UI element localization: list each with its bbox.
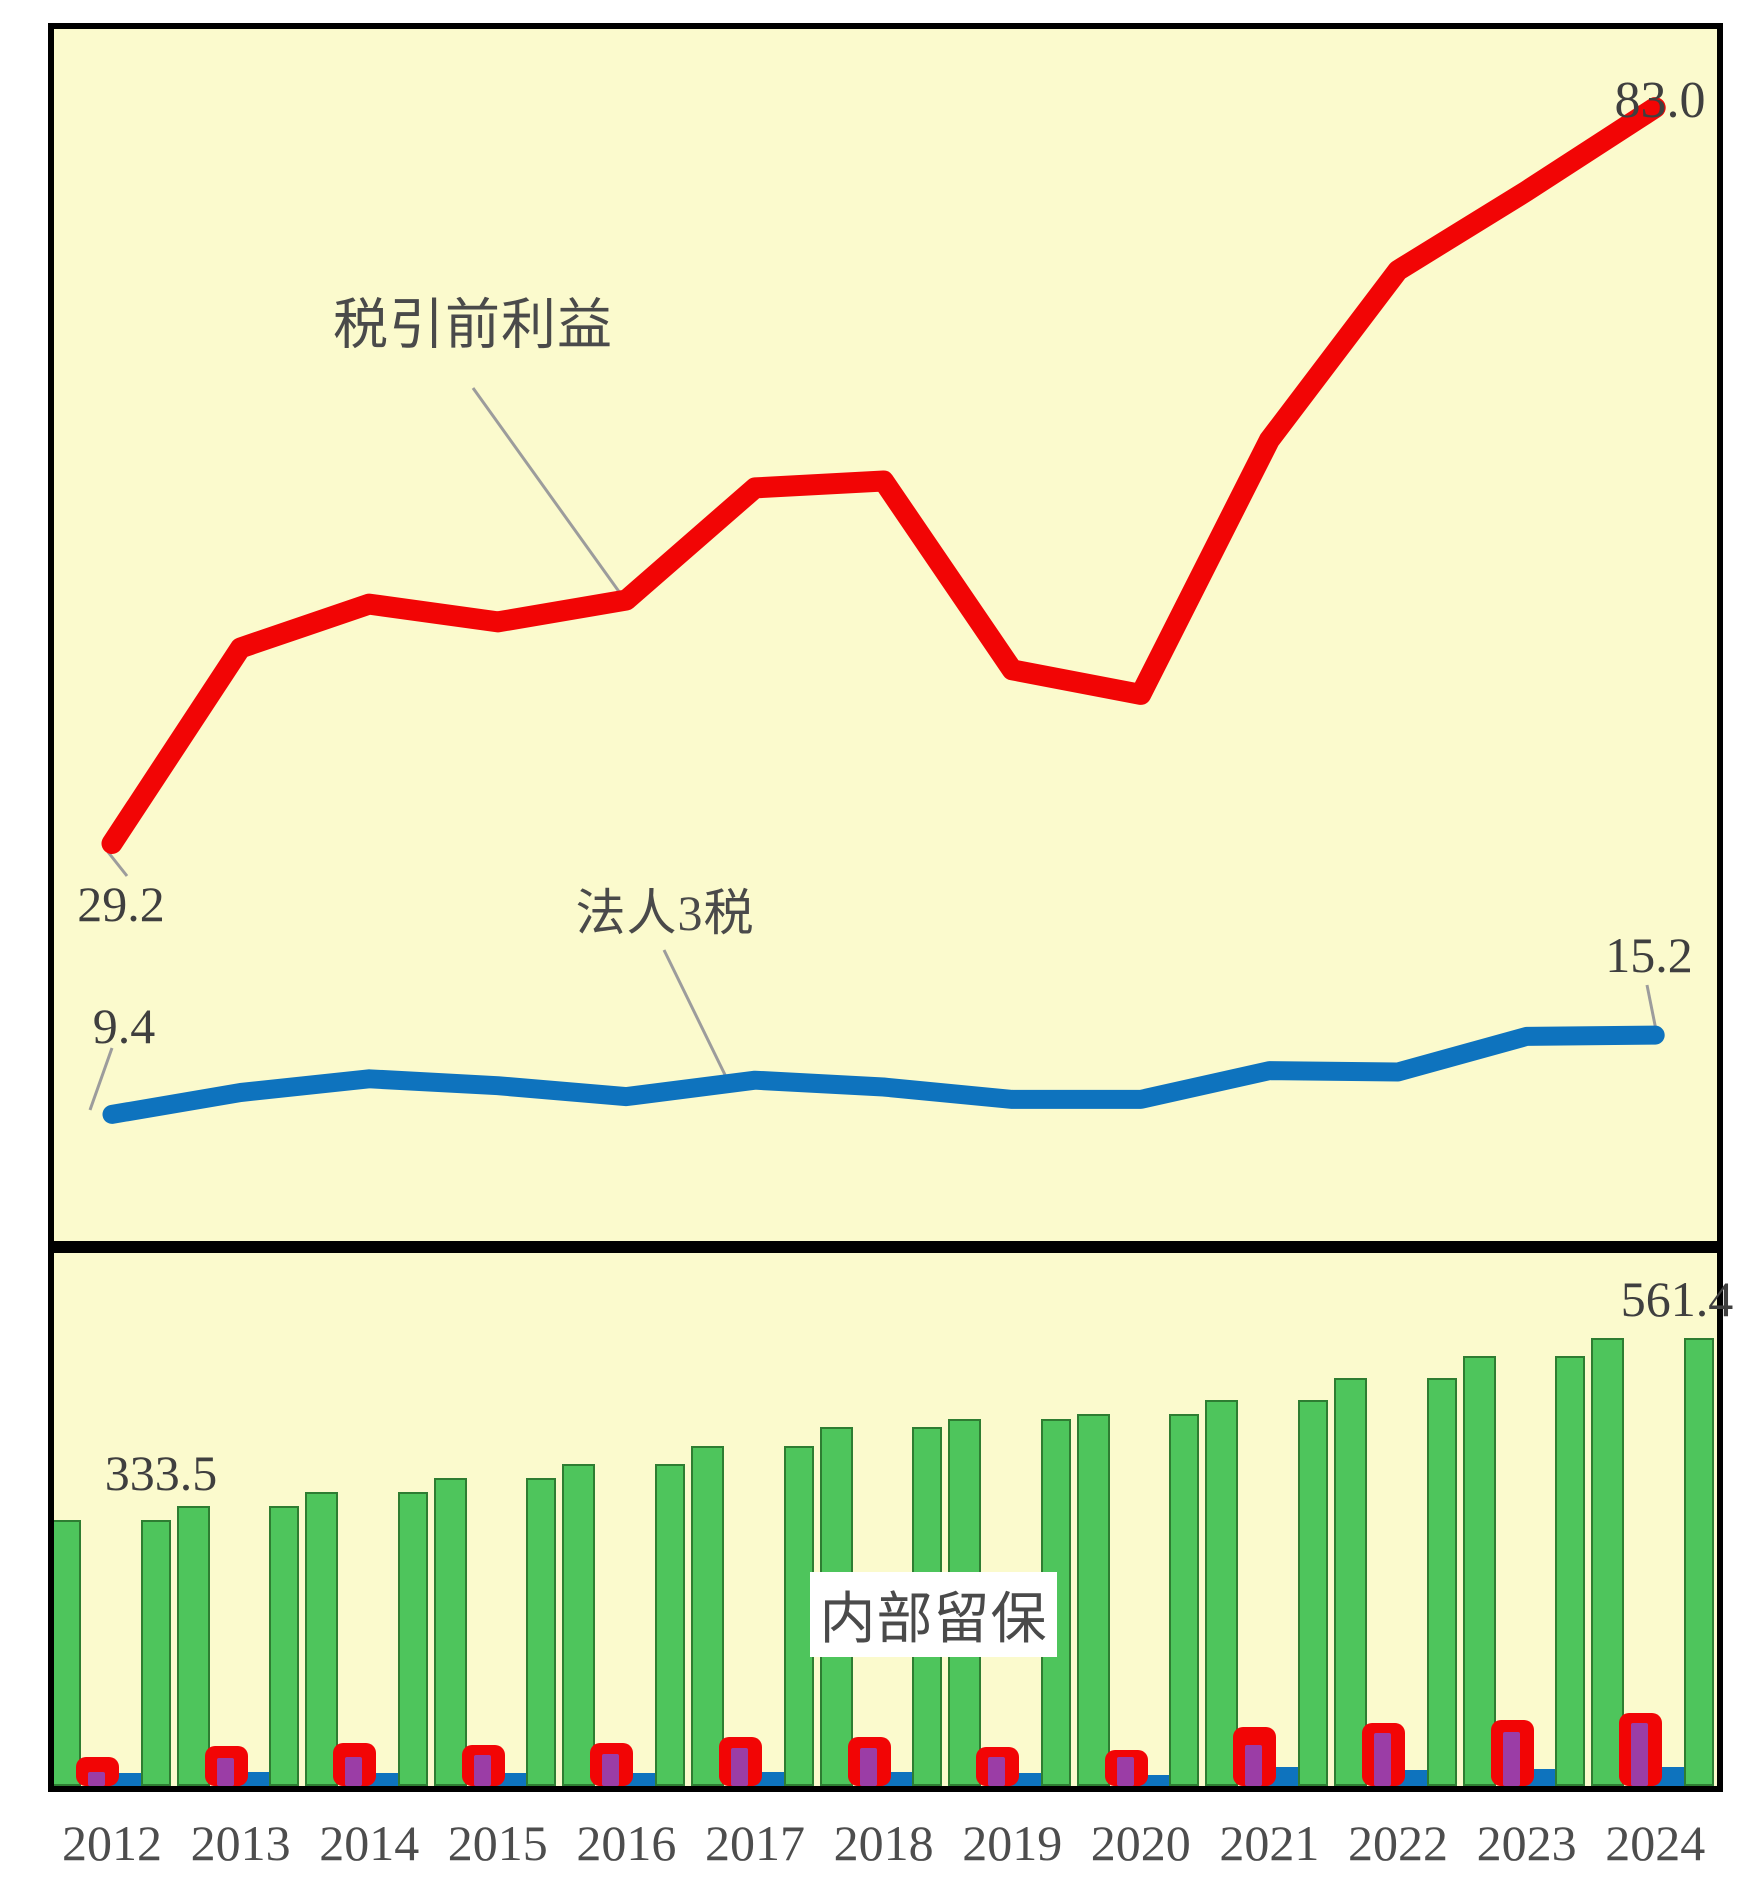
internal-reserves-legend-label: 内部留保 — [819, 1589, 1048, 1651]
taxes-2012-value-label: 9.4 — [92, 998, 156, 1054]
x-axis-year-label: 2020 — [1090, 1815, 1191, 1871]
internal-reserves-bar-prev — [1169, 1414, 1199, 1786]
pretax-2024-value-label: 83.0 — [1614, 72, 1706, 129]
purple-mini-bar — [1374, 1733, 1391, 1786]
purple-mini-bar — [1245, 1745, 1262, 1786]
x-axis-year-label: 2016 — [576, 1815, 677, 1871]
x-axis-year-label: 2012 — [62, 1815, 162, 1871]
internal-reserves-bar — [54, 1520, 81, 1786]
internal-reserves-bar-trailing — [1684, 1338, 1714, 1786]
line-chart-panel — [48, 23, 1723, 1247]
x-axis-year-label: 2024 — [1605, 1815, 1706, 1871]
x-axis-year-label: 2017 — [705, 1815, 805, 1871]
purple-mini-bar — [731, 1748, 748, 1786]
x-axis-year-label: 2014 — [319, 1815, 420, 1871]
x-axis-year-label: 2022 — [1348, 1815, 1448, 1871]
internal-reserves-bar — [1205, 1400, 1238, 1786]
pretax-profit-series-label: 税引前利益 — [332, 294, 614, 356]
purple-mini-bar — [1117, 1757, 1134, 1786]
pretax-2012-value-label: 29.2 — [77, 876, 165, 932]
blue-mini-bar — [1134, 1775, 1179, 1786]
internal-reserves-bar — [691, 1446, 724, 1786]
x-axis-year-label: 2013 — [190, 1815, 291, 1871]
internal-reserves-bar-prev — [398, 1492, 428, 1786]
purple-mini-bar — [988, 1757, 1005, 1786]
purple-mini-bar — [345, 1757, 362, 1786]
internal-reserves-bar — [434, 1478, 467, 1786]
purple-mini-bar — [1503, 1732, 1520, 1786]
reserves-2024-value-label: 561.4 — [1620, 1271, 1734, 1327]
internal-reserves-bar — [1334, 1378, 1367, 1786]
internal-reserves-bar-prev — [526, 1478, 556, 1786]
internal-reserves-bar — [1591, 1338, 1624, 1786]
internal-reserves-bar-prev — [655, 1464, 685, 1786]
internal-reserves-bar — [1077, 1414, 1110, 1786]
purple-mini-bar — [217, 1758, 234, 1786]
taxes-2024-value-label: 15.2 — [1605, 927, 1693, 983]
corporate-taxes-series-label: 法人3税 — [575, 885, 755, 941]
x-axis-year-label: 2015 — [447, 1815, 548, 1871]
internal-reserves-bar — [305, 1492, 338, 1786]
internal-reserves-bar — [177, 1506, 210, 1786]
internal-reserves-bar-prev — [1555, 1356, 1585, 1786]
bar-chart-panel — [48, 1247, 1723, 1792]
purple-mini-bar — [860, 1748, 877, 1786]
x-axis-year-label: 2018 — [833, 1815, 934, 1871]
x-axis-year-label: 2021 — [1219, 1815, 1320, 1871]
internal-reserves-bar — [1463, 1356, 1496, 1786]
internal-reserves-bar-prev — [1427, 1378, 1457, 1786]
internal-reserves-bar — [562, 1464, 595, 1786]
internal-reserves-bar-prev — [1298, 1400, 1328, 1786]
internal-reserves-bar-prev — [141, 1520, 171, 1786]
purple-mini-bar — [474, 1755, 491, 1786]
reserves-2012-value-label: 333.5 — [104, 1445, 218, 1501]
x-axis-year-label: 2023 — [1476, 1815, 1577, 1871]
internal-reserves-legend-box: 内部留保 — [810, 1572, 1057, 1657]
purple-mini-bar — [88, 1772, 105, 1786]
internal-reserves-bar-prev — [269, 1506, 299, 1786]
x-axis-year-label: 2019 — [962, 1815, 1063, 1871]
purple-mini-bar — [602, 1754, 619, 1786]
purple-mini-bar — [1631, 1723, 1648, 1786]
